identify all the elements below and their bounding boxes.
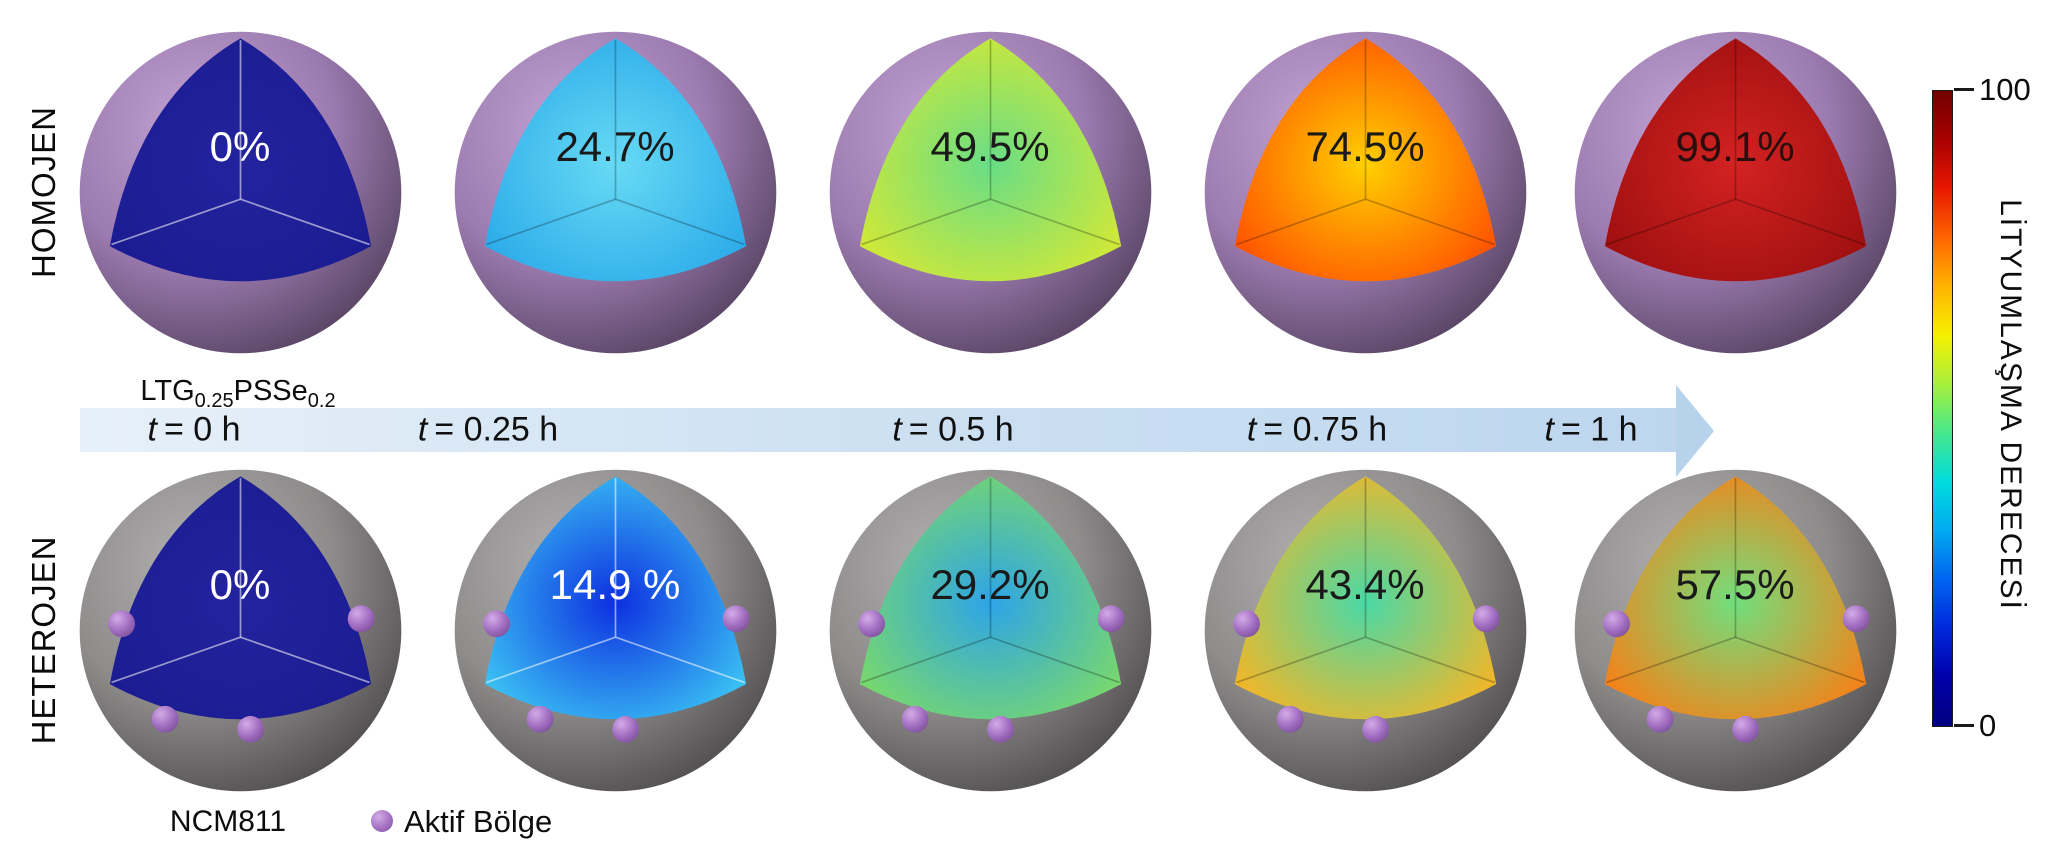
- cutaway-face: [1234, 475, 1496, 719]
- sphere-heterojen-col1: 14.9 %: [448, 463, 783, 798]
- lithiation-percent-label: 74.5%: [1305, 122, 1425, 170]
- active-site-dot-icon: [1731, 715, 1759, 743]
- lithiation-percent-label: 29.2%: [930, 560, 1050, 608]
- cutaway-face: [484, 37, 746, 281]
- legend-active-site-label: Aktif Bölge: [404, 804, 553, 839]
- sphere-homojen-col3: 74.5%: [1198, 25, 1533, 360]
- active-site-dots: [482, 604, 749, 743]
- active-site-dot-icon: [611, 715, 639, 743]
- active-site-dots: [1602, 604, 1869, 743]
- lithiation-percent-label: 0%: [209, 122, 271, 170]
- cutaway-edges: [485, 39, 745, 245]
- time-label-4: t = 1 h: [1544, 410, 1638, 449]
- cutaway-sphere-graphic: [79, 469, 401, 791]
- material-subscript: 0.25: [194, 389, 234, 412]
- active-site-dots: [857, 604, 1124, 743]
- cutaway-sphere-graphic: [1574, 31, 1896, 353]
- material-label-cathode: NCM811: [169, 805, 287, 838]
- sphere-heterojen-col2: 29.2%: [823, 463, 1158, 798]
- material-subscript: 0.2: [307, 389, 336, 412]
- time-label-1: t = 0.25 h: [417, 410, 559, 449]
- active-site-dot-icon: [151, 705, 179, 733]
- row-label-homojen: HOMOJEN: [25, 106, 62, 278]
- colorbar-max-label: 100: [1979, 72, 2031, 107]
- active-site-dot-icon: [107, 609, 135, 637]
- active-site-dot-icon: [1361, 715, 1389, 743]
- cutaway-edges: [1235, 39, 1495, 245]
- row-label-heterojen: HETEROJEN: [25, 535, 62, 745]
- cutaway-sphere-graphic: [1204, 469, 1526, 791]
- cutaway-edges: [1605, 39, 1865, 245]
- lithiation-percent-label: 24.7%: [555, 122, 675, 170]
- colorbar-max-tick: [1954, 88, 1974, 91]
- cutaway-edges: [110, 39, 370, 245]
- active-site-dot-icon: [482, 609, 510, 637]
- active-site-dot-icon: [986, 715, 1014, 743]
- cutaway-edges: [485, 477, 745, 683]
- cutaway-edges: [1235, 477, 1495, 683]
- active-site-dot-icon: [1276, 705, 1304, 733]
- time-label-2: t = 0.5 h: [892, 410, 1014, 449]
- active-site-dot-icon: [371, 810, 393, 832]
- sphere-homojen-col4: 99.1%: [1568, 25, 1903, 360]
- active-site-dot-icon: [1472, 604, 1499, 632]
- colorbar: [1932, 90, 1953, 727]
- material-part: PSSe: [233, 375, 308, 408]
- timeline-arrowhead-icon: [1676, 385, 1714, 477]
- lithiation-percent-label: 0%: [209, 560, 271, 608]
- cutaway-sphere-graphic: [454, 31, 776, 353]
- time-label-3: t = 0.75 h: [1246, 410, 1388, 449]
- time-label-0: t = 0 h: [147, 410, 241, 449]
- active-site-dot-icon: [1097, 604, 1124, 632]
- active-site-dots: [1232, 604, 1499, 743]
- sphere-heterojen-col3: 43.4%: [1198, 463, 1533, 798]
- cutaway-face: [859, 475, 1121, 719]
- cutaway-face: [1604, 475, 1866, 719]
- lithiation-percent-label: 49.5%: [930, 122, 1050, 170]
- sphere-heterojen-col4: 57.5%: [1568, 463, 1903, 798]
- cutaway-sphere-graphic: [1574, 469, 1896, 791]
- material-label-electrolyte: LTG0.25PSSe0.2: [140, 375, 335, 413]
- cutaway-face: [1234, 37, 1496, 281]
- active-site-dot-icon: [1842, 604, 1869, 632]
- colorbar-min-tick: [1954, 724, 1974, 727]
- active-site-dot-icon: [857, 609, 885, 637]
- lithiation-percent-label: 43.4%: [1305, 560, 1425, 608]
- cutaway-edges: [860, 477, 1120, 683]
- active-site-dots: [107, 604, 374, 743]
- lithiation-percent-label: 99.1%: [1675, 122, 1795, 170]
- active-site-dot-icon: [1646, 705, 1674, 733]
- sphere-heterojen-col0: 0%: [73, 463, 408, 798]
- lithiation-percent-label: 57.5%: [1675, 560, 1795, 608]
- active-site-dot-icon: [1232, 609, 1260, 637]
- cutaway-face: [1604, 37, 1866, 281]
- active-site-dot-icon: [722, 604, 749, 632]
- active-site-dot-icon: [236, 715, 264, 743]
- active-site-dot-icon: [1602, 609, 1630, 637]
- sphere-homojen-col0: 0%: [73, 25, 408, 360]
- cutaway-sphere-graphic: [79, 31, 401, 353]
- active-site-dot-icon: [347, 604, 374, 632]
- cutaway-sphere-graphic: [454, 469, 776, 791]
- cutaway-sphere-graphic: [829, 469, 1151, 791]
- lithiation-percent-label: 14.9 %: [549, 560, 681, 608]
- active-site-dot-icon: [901, 705, 929, 733]
- cutaway-edges: [860, 39, 1120, 245]
- cutaway-edges: [1605, 477, 1865, 683]
- timeline-arrow-band: [80, 408, 1676, 452]
- cutaway-face: [859, 37, 1121, 281]
- colorbar-min-label: 0: [1979, 708, 1997, 743]
- material-part: LTG: [140, 375, 195, 408]
- cutaway-edges: [110, 477, 370, 683]
- cutaway-sphere-graphic: [829, 31, 1151, 353]
- sphere-homojen-col2: 49.5%: [823, 25, 1158, 360]
- active-site-dot-icon: [526, 705, 554, 733]
- colorbar-title: LİTYUMLAŞMA DERECESİ: [1994, 199, 2027, 611]
- sphere-homojen-col1: 24.7%: [448, 25, 783, 360]
- cutaway-sphere-graphic: [1204, 31, 1526, 353]
